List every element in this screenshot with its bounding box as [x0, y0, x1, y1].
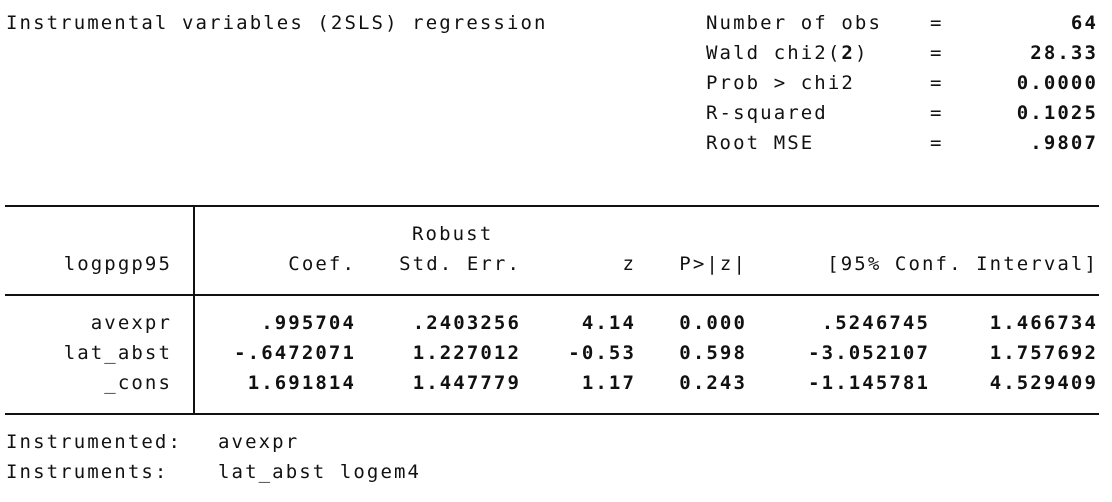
- row-ci-high: 4.529409: [989, 372, 1098, 394]
- coef-header: Coef.: [288, 253, 356, 275]
- row-coef: -.6472071: [234, 342, 356, 364]
- regression-title: Instrumental variables (2SLS) regression: [6, 12, 548, 34]
- row-se: 1.227012: [412, 342, 521, 364]
- row-var: avexpr: [90, 312, 172, 334]
- robust-label: Robust: [412, 223, 494, 245]
- row-ci-high: 1.757692: [989, 342, 1098, 364]
- stat-eq: =: [930, 72, 944, 94]
- table-top-rule: [5, 205, 1099, 207]
- row-se: 1.447779: [412, 372, 521, 394]
- table-header-rule: [5, 294, 1099, 296]
- stat-label-wald: Wald chi2(2): [706, 42, 869, 64]
- z-header: z: [622, 253, 636, 275]
- row-ci-low: .5246745: [821, 312, 930, 334]
- instrumented-label: Instrumented:: [6, 431, 183, 453]
- table-bottom-rule: [5, 413, 1099, 415]
- stat-label-rmse: Root MSE: [706, 132, 815, 154]
- row-se: .2403256: [412, 312, 521, 334]
- stat-eq: =: [930, 42, 944, 64]
- stat-label-nobs: Number of obs: [706, 12, 883, 34]
- stat-value-wald: 28.33: [1030, 42, 1098, 64]
- stat-label-prob: Prob > chi2: [706, 72, 855, 94]
- stat-value-nobs: 64: [1070, 12, 1098, 34]
- p-header: P>|z|: [679, 253, 747, 275]
- table-divider: [193, 205, 195, 415]
- row-z: 4.14: [581, 312, 636, 334]
- stat-eq: =: [930, 12, 944, 34]
- row-p: 0.000: [679, 312, 747, 334]
- depvar-header: logpgp95: [63, 253, 172, 275]
- stat-value-prob: 0.0000: [1016, 72, 1098, 94]
- row-ci-low: -3.052107: [808, 342, 930, 364]
- row-coef: 1.691814: [247, 372, 356, 394]
- row-z: -0.53: [568, 342, 636, 364]
- instrumented-value: avexpr: [218, 431, 300, 453]
- row-p: 0.243: [679, 372, 747, 394]
- row-ci-low: -1.145781: [808, 372, 930, 394]
- stat-label-rsq: R-squared: [706, 102, 828, 124]
- stat-eq: =: [930, 132, 944, 154]
- stat-value-rsq: 0.1025: [1016, 102, 1098, 124]
- row-var: _cons: [104, 372, 172, 394]
- stat-eq: =: [930, 102, 944, 124]
- stat-value-rmse: .9807: [1030, 132, 1098, 154]
- instruments-label: Instruments:: [6, 461, 169, 483]
- row-coef: .995704: [261, 312, 356, 334]
- se-header: Std. Err.: [399, 253, 521, 275]
- ci-header: [95% Conf. Interval]: [827, 253, 1098, 275]
- row-z: 1.17: [581, 372, 636, 394]
- row-p: 0.598: [679, 342, 747, 364]
- row-var: lat_abst: [63, 342, 172, 364]
- instruments-value: lat_abst logem4: [218, 461, 422, 483]
- row-ci-high: 1.466734: [989, 312, 1098, 334]
